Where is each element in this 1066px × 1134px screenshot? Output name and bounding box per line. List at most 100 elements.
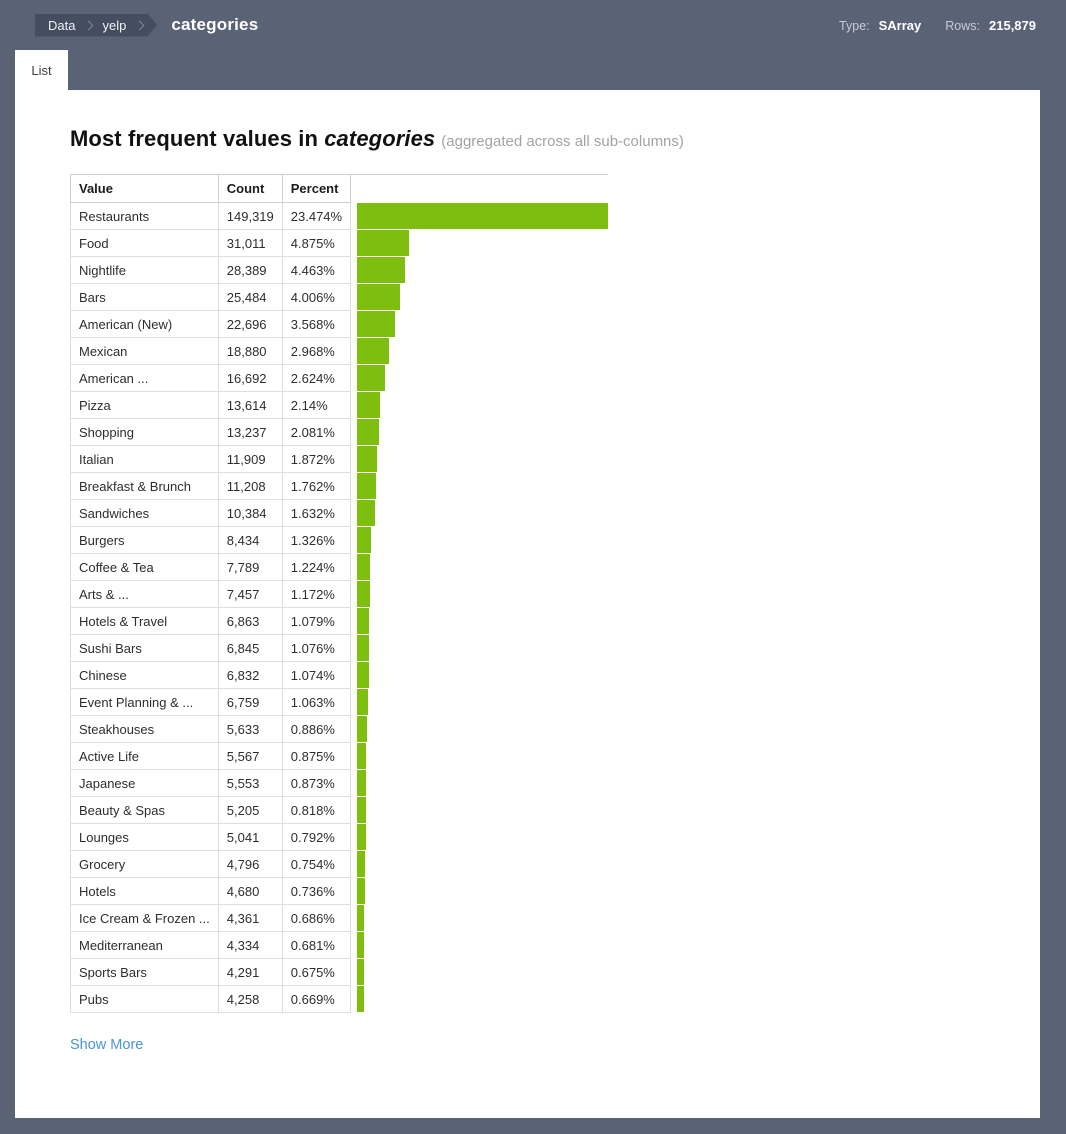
table-row: Burgers 8,434 1.326% bbox=[70, 526, 609, 554]
bar-cell bbox=[351, 689, 609, 716]
value-cell: Breakfast & Brunch bbox=[70, 472, 219, 500]
table-row: Pubs 4,258 0.669% bbox=[70, 985, 609, 1013]
frequency-bar bbox=[357, 797, 366, 823]
table-row: Bars 25,484 4.006% bbox=[70, 283, 609, 311]
frequency-bar bbox=[357, 284, 400, 310]
bar-cell bbox=[351, 311, 609, 338]
page-title: Most frequent values in categories (aggre… bbox=[70, 126, 1040, 152]
frequency-bar bbox=[357, 743, 367, 769]
percent-cell: 4.006% bbox=[281, 283, 352, 311]
count-cell: 4,291 bbox=[217, 958, 283, 986]
count-cell: 18,880 bbox=[217, 337, 283, 365]
value-cell: Mediterranean bbox=[70, 931, 219, 959]
percent-cell: 0.792% bbox=[281, 823, 352, 851]
frequency-bar bbox=[357, 230, 410, 256]
breadcrumb-item-data[interactable]: Data bbox=[48, 17, 76, 33]
percent-cell: 1.172% bbox=[281, 580, 352, 608]
table-row: Japanese 5,553 0.873% bbox=[70, 769, 609, 797]
percent-cell: 1.326% bbox=[281, 526, 352, 554]
bar-cell bbox=[351, 581, 609, 608]
count-cell: 5,553 bbox=[217, 769, 283, 797]
value-cell: Japanese bbox=[70, 769, 219, 797]
frequency-bar bbox=[357, 203, 609, 229]
value-cell: Chinese bbox=[70, 661, 219, 689]
value-cell: Mexican bbox=[70, 337, 219, 365]
count-cell: 11,208 bbox=[217, 472, 283, 500]
frequency-bar bbox=[357, 851, 366, 877]
table-header-row: Value Count Percent bbox=[70, 174, 609, 203]
percent-cell: 0.754% bbox=[281, 850, 352, 878]
percent-cell: 3.568% bbox=[281, 310, 352, 338]
value-cell: Hotels bbox=[70, 877, 219, 905]
bar-cell bbox=[351, 851, 609, 878]
frequency-bar bbox=[357, 365, 386, 391]
bar-cell bbox=[351, 554, 609, 581]
table-row: Mexican 18,880 2.968% bbox=[70, 337, 609, 365]
chevron-right-icon bbox=[84, 20, 94, 30]
count-cell: 10,384 bbox=[217, 499, 283, 527]
percent-cell: 1.079% bbox=[281, 607, 352, 635]
value-cell: Lounges bbox=[70, 823, 219, 851]
bar-cell bbox=[351, 365, 609, 392]
table-row: Sandwiches 10,384 1.632% bbox=[70, 499, 609, 527]
count-cell: 4,258 bbox=[217, 985, 283, 1013]
frequency-bar bbox=[357, 662, 369, 688]
table-row: Sushi Bars 6,845 1.076% bbox=[70, 634, 609, 662]
type-label: Type: bbox=[839, 18, 870, 33]
bar-cell bbox=[351, 878, 609, 905]
value-cell: Restaurants bbox=[70, 202, 219, 230]
count-cell: 5,041 bbox=[217, 823, 283, 851]
breadcrumb: Data yelp bbox=[35, 14, 157, 37]
percent-cell: 1.872% bbox=[281, 445, 352, 473]
table-row: American ... 16,692 2.624% bbox=[70, 364, 609, 392]
rows-meta-group: Rows: 215,879 bbox=[945, 18, 1036, 33]
table-row: Shopping 13,237 2.081% bbox=[70, 418, 609, 446]
percent-cell: 2.968% bbox=[281, 337, 352, 365]
percent-cell: 1.063% bbox=[281, 688, 352, 716]
column-header-value: Value bbox=[70, 174, 219, 203]
frequency-bar bbox=[357, 311, 396, 337]
show-more-link[interactable]: Show More bbox=[70, 1037, 144, 1053]
table-row: Beauty & Spas 5,205 0.818% bbox=[70, 796, 609, 824]
bar-cell bbox=[351, 338, 609, 365]
value-cell: Shopping bbox=[70, 418, 219, 446]
tab-list[interactable]: List bbox=[15, 50, 68, 90]
bar-cell bbox=[351, 743, 609, 770]
frequency-bar bbox=[357, 608, 369, 634]
count-cell: 31,011 bbox=[217, 229, 283, 257]
table-row: Hotels 4,680 0.736% bbox=[70, 877, 609, 905]
percent-cell: 0.873% bbox=[281, 769, 352, 797]
type-value: SArray bbox=[878, 17, 922, 33]
breadcrumb-item-yelp[interactable]: yelp bbox=[102, 17, 127, 33]
value-cell: Coffee & Tea bbox=[70, 553, 219, 581]
percent-cell: 0.818% bbox=[281, 796, 352, 824]
percent-cell: 23.474% bbox=[281, 202, 352, 230]
count-cell: 11,909 bbox=[217, 445, 283, 473]
count-cell: 8,434 bbox=[217, 526, 283, 554]
percent-cell: 0.675% bbox=[281, 958, 352, 986]
frequency-bar bbox=[357, 338, 389, 364]
value-cell: Arts & ... bbox=[70, 580, 219, 608]
count-cell: 4,680 bbox=[217, 877, 283, 905]
bar-cell bbox=[351, 932, 609, 959]
percent-cell: 0.886% bbox=[281, 715, 352, 743]
count-cell: 4,334 bbox=[217, 931, 283, 959]
bar-cell bbox=[351, 473, 609, 500]
count-cell: 7,789 bbox=[217, 553, 283, 581]
frequency-bar bbox=[357, 554, 371, 580]
count-cell: 25,484 bbox=[217, 283, 283, 311]
bar-cell bbox=[351, 986, 609, 1013]
frequency-bar bbox=[357, 419, 380, 445]
top-header-bar: Data yelp categories Type: SArray Rows: … bbox=[0, 0, 1066, 50]
percent-cell: 0.736% bbox=[281, 877, 352, 905]
table-row: Active Life 5,567 0.875% bbox=[70, 742, 609, 770]
column-header-count: Count bbox=[217, 174, 283, 203]
breadcrumb-current-column: categories bbox=[171, 15, 259, 34]
frequency-bar bbox=[357, 527, 372, 553]
count-cell: 13,614 bbox=[217, 391, 283, 419]
percent-cell: 2.081% bbox=[281, 418, 352, 446]
column-header-percent: Percent bbox=[281, 174, 352, 203]
value-cell: Grocery bbox=[70, 850, 219, 878]
bar-cell bbox=[351, 716, 609, 743]
title-prefix: Most frequent values in bbox=[70, 126, 325, 151]
